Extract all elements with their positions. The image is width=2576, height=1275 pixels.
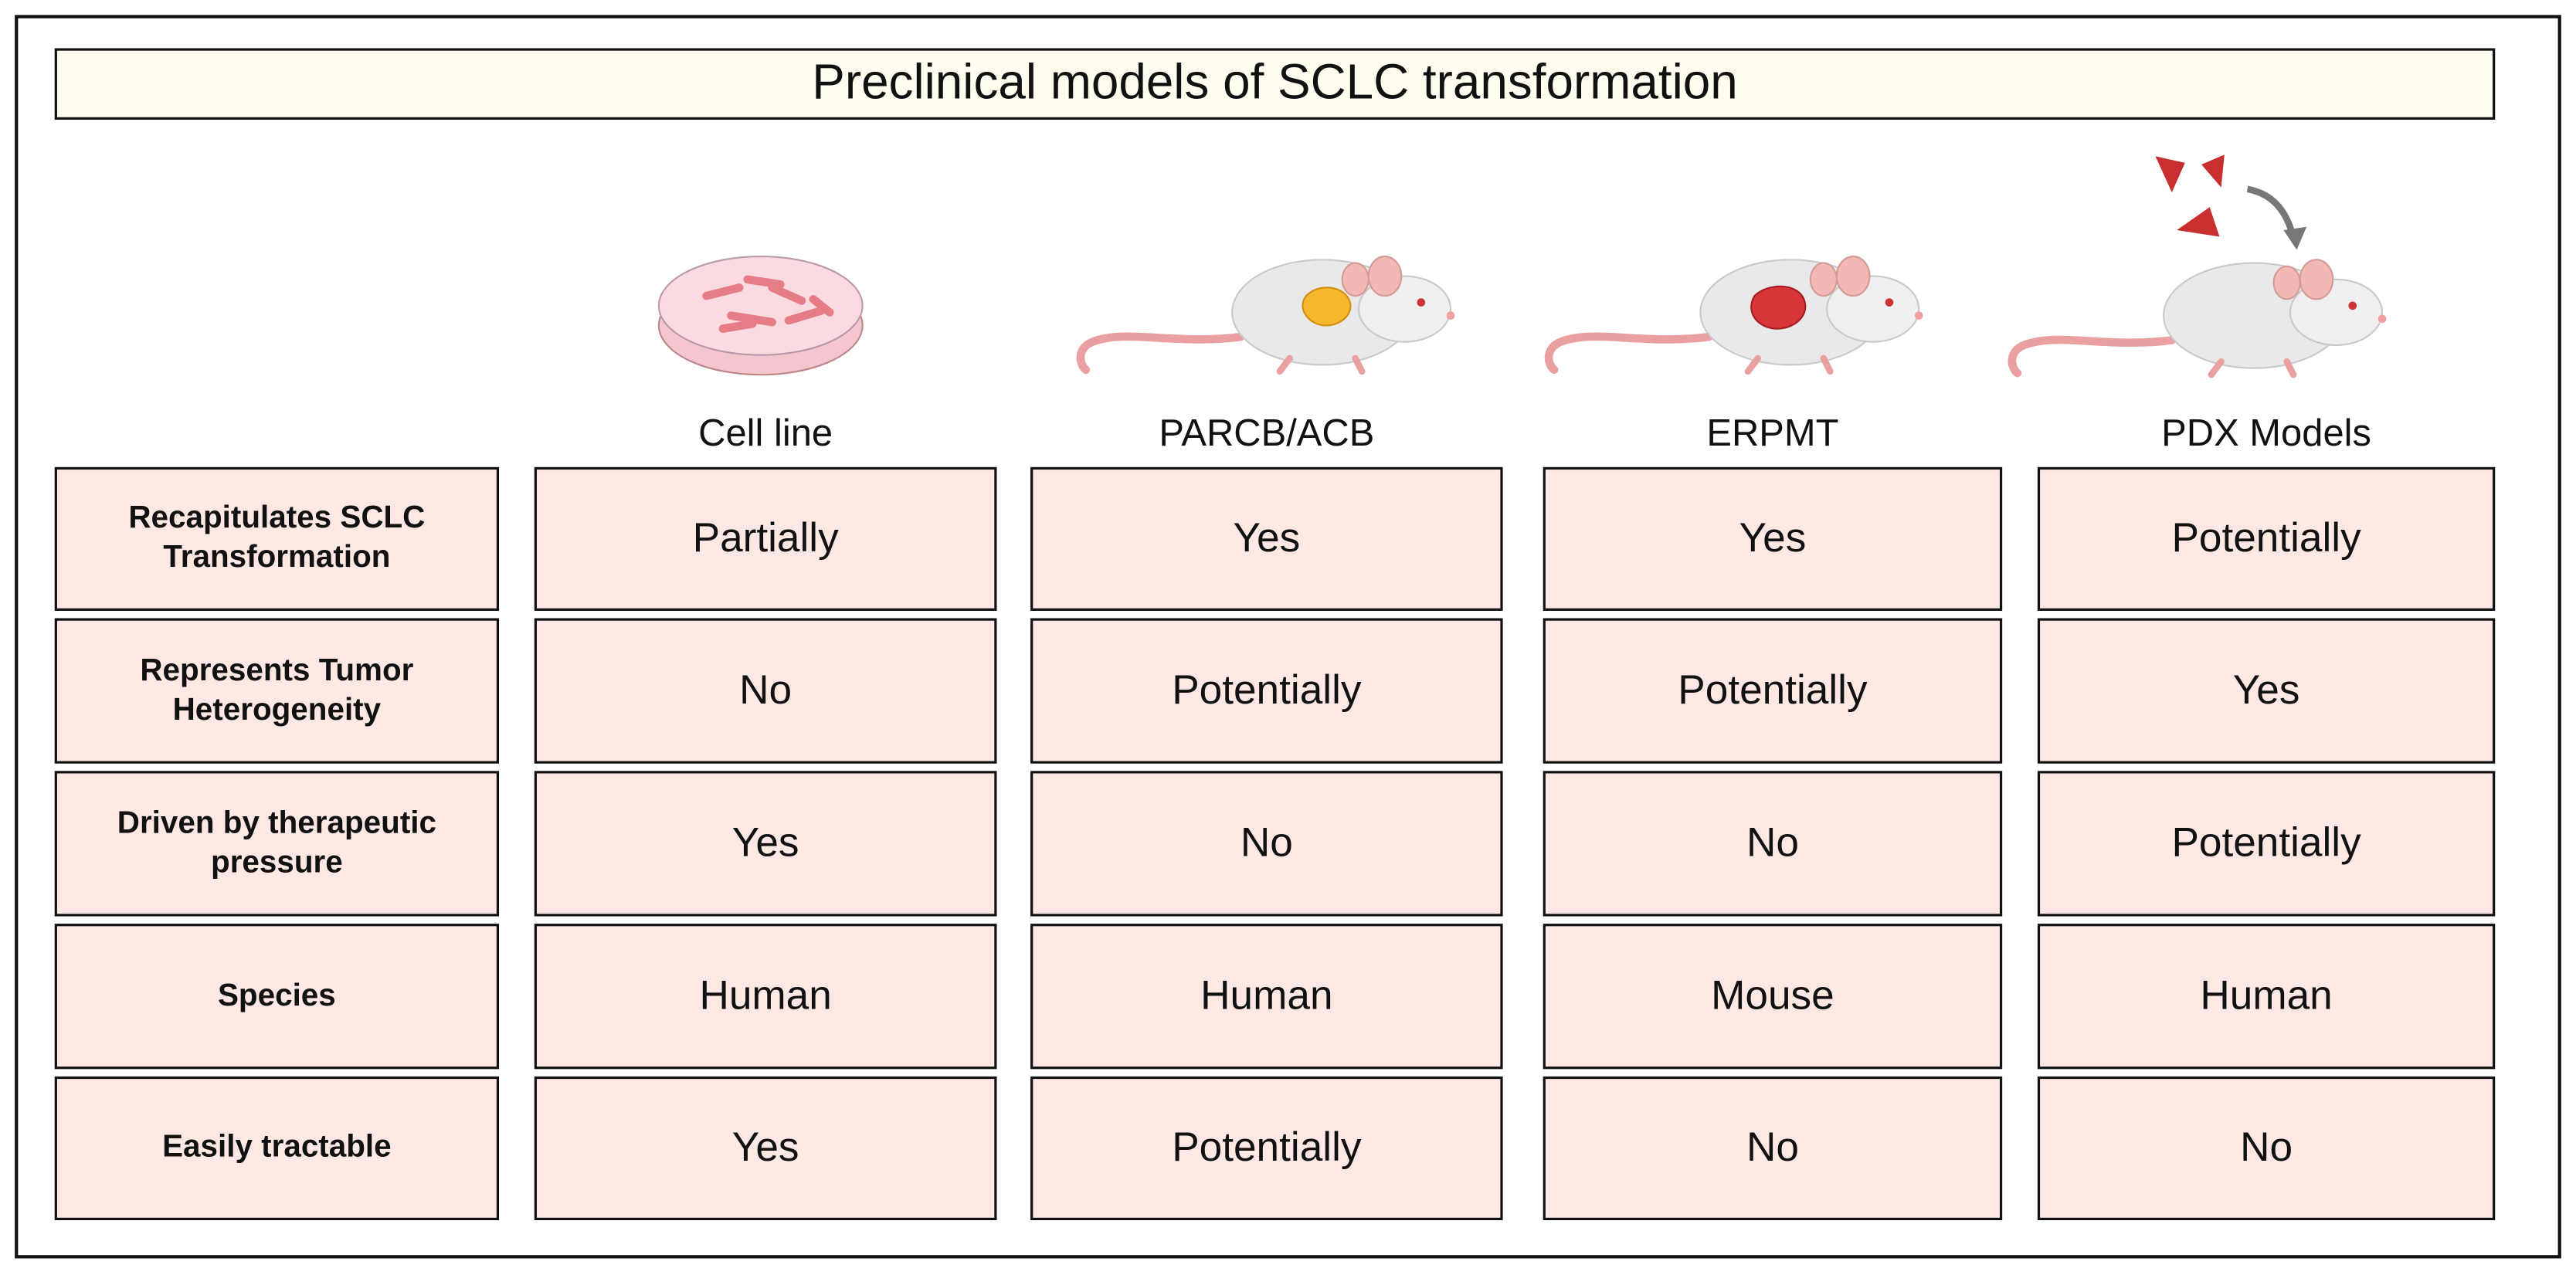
cell-text: Potentially [1172, 1124, 1362, 1170]
column-header: ERPMT [1706, 412, 1838, 454]
cell-box [534, 466, 997, 611]
row-label: Represents Tumor Heterogeneity [140, 653, 414, 727]
petri-dish [657, 255, 864, 376]
cells-icon [2155, 154, 2307, 250]
cell-box [2037, 466, 2496, 611]
cell-text: No [1746, 820, 1799, 866]
row-label-wrap: Driven by therapeutic pressure [117, 806, 436, 880]
row-label-wrap: Species [217, 978, 336, 1013]
cell-box [1543, 618, 2003, 764]
column-header: Cell line [698, 412, 833, 454]
row-label-wrap: Represents Tumor Heterogeneity [140, 653, 414, 727]
cell-text: No [1746, 1124, 1799, 1170]
cell-text: Partially [693, 515, 839, 561]
cell-text: Human [1200, 972, 1332, 1018]
cell-box [1543, 466, 2003, 611]
cell-text: Yes [2233, 667, 2300, 713]
cell-text: Human [699, 972, 831, 1018]
row-label-box [54, 618, 500, 764]
cell-box [534, 1076, 997, 1221]
cell-box [1543, 771, 2003, 917]
title-box [54, 48, 2496, 120]
cell-box [1543, 924, 2003, 1070]
cell-text: Yes [1233, 515, 1300, 561]
row-label-wrap: Easily tractable [162, 1130, 392, 1165]
cell-box [1030, 924, 1503, 1070]
cell-box [2037, 924, 2496, 1070]
row-label: Species [217, 978, 336, 1013]
cell-text: Potentially [1678, 667, 1868, 713]
cell-box [2037, 618, 2496, 764]
cell-text: Yes [1739, 515, 1807, 561]
cell-box [534, 924, 997, 1070]
cell-box [534, 771, 997, 917]
cell-box [2037, 771, 2496, 917]
row-label: Easily tractable [162, 1130, 392, 1165]
cell-text: No [1240, 820, 1293, 866]
cell-text: Mouse [1711, 972, 1834, 1018]
cell-box [1543, 1076, 2003, 1221]
row-label-box [54, 924, 500, 1070]
cell-box [1030, 618, 1503, 764]
cell-text: No [739, 667, 792, 713]
cell-box [534, 618, 997, 764]
cell-box [1030, 1076, 1503, 1221]
cell-text: Yes [732, 1124, 799, 1170]
cell-box [1030, 771, 1503, 917]
cell-text: No [2240, 1124, 2293, 1170]
row-label-box [54, 1076, 500, 1221]
row-label: Recapitulates SCLC Transformation [128, 501, 426, 575]
cell-text: Yes [732, 820, 799, 866]
cell-box [2037, 1076, 2496, 1221]
cell-text: Potentially [2171, 820, 2361, 866]
title: Preclinical models of SCLC transformatio… [812, 54, 1737, 110]
cell-text: Human [2200, 972, 2332, 1018]
column-header: PARCB/ACB [1159, 412, 1374, 454]
cell-text: Potentially [1172, 667, 1362, 713]
cell-text: Potentially [2171, 515, 2361, 561]
row-label: Driven by therapeutic pressure [117, 806, 436, 880]
row-label-wrap: Recapitulates SCLC Transformation [128, 501, 426, 575]
column-header: PDX Models [2161, 412, 2371, 454]
cell-box [1030, 466, 1503, 611]
row-label-box [54, 466, 500, 611]
row-label-box [54, 771, 500, 917]
